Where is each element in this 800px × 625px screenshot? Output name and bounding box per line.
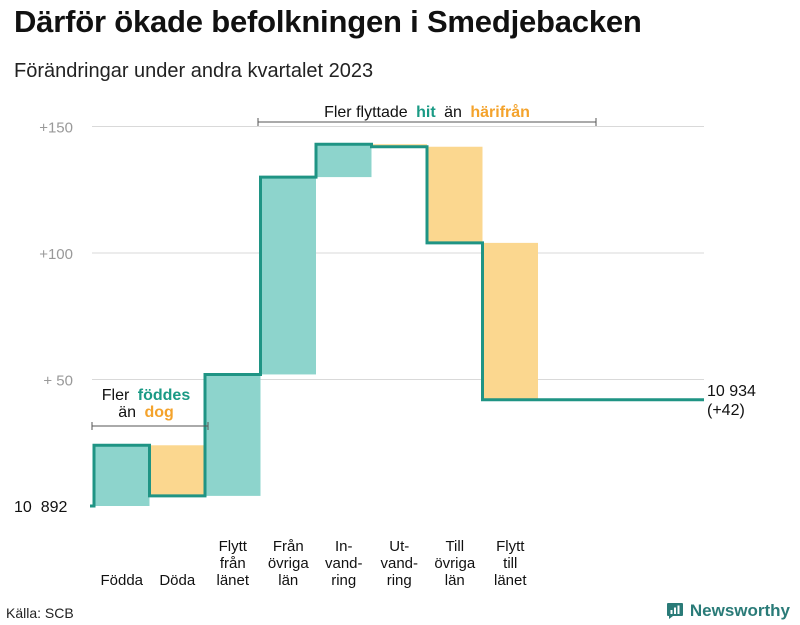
waterfall-bar bbox=[260, 177, 316, 375]
waterfall-bar bbox=[316, 144, 372, 178]
category-label-line: län bbox=[278, 572, 298, 589]
waterfall-bar bbox=[205, 374, 261, 496]
category-label-line: Döda bbox=[159, 572, 196, 589]
category-label: Födda bbox=[100, 572, 143, 589]
category-label-line: Flytt bbox=[496, 538, 525, 555]
category-label-line: län bbox=[445, 572, 465, 589]
category-label-line: Från bbox=[273, 538, 304, 555]
category-label-line: ring bbox=[387, 572, 412, 589]
category-label: Flytt till länet bbox=[494, 538, 527, 589]
brand-name: Newsworthy bbox=[689, 601, 790, 620]
waterfall-bar bbox=[94, 445, 150, 506]
natural-annotation-line1: Fler föddes bbox=[102, 387, 191, 404]
category-label: Från övriga län bbox=[268, 538, 310, 589]
cumulative-step-line bbox=[90, 142, 704, 508]
category-label: Flytt från länet bbox=[216, 538, 249, 589]
category-label-line: Födda bbox=[100, 572, 143, 589]
migration-hit: hit bbox=[416, 104, 436, 121]
start-value-label: 10 892 bbox=[14, 499, 67, 516]
newsworthy-logo-icon bbox=[666, 603, 683, 619]
category-label-line: Till bbox=[445, 538, 464, 555]
source-note: Källa: SCB bbox=[6, 605, 74, 621]
chart-subtitle: Förändringar under andra kvartalet 2023 bbox=[14, 60, 374, 82]
category-label-line: In- bbox=[335, 538, 353, 555]
natural-annotation-line2: än dog bbox=[118, 404, 174, 421]
y-tick-label: +100 bbox=[39, 246, 73, 263]
bar-layer bbox=[94, 144, 538, 506]
annotation-layer: Fler flyttade hit än härifrån Fler födde… bbox=[91, 103, 597, 430]
category-label-line: övriga bbox=[434, 555, 476, 572]
migration-prefix: Fler flyttade bbox=[324, 104, 408, 121]
line-layer bbox=[90, 142, 704, 508]
category-label-line: Ut- bbox=[389, 538, 409, 555]
waterfall-bar bbox=[149, 445, 205, 496]
migration-mid: än bbox=[444, 104, 462, 121]
category-label: Ut-vand-ring bbox=[380, 538, 418, 589]
category-label-line: ring bbox=[331, 572, 356, 589]
end-change-label: (+42) bbox=[707, 402, 745, 419]
grid-layer: + 50 +100 +150 bbox=[39, 120, 704, 390]
natural-fler: Fler bbox=[102, 387, 130, 404]
chart-title: Därför ökade befolkningen i Smedjebacken bbox=[14, 4, 642, 39]
category-label-line: vand- bbox=[380, 555, 418, 572]
natural-dog: dog bbox=[144, 404, 173, 421]
waterfall-bar bbox=[482, 242, 538, 400]
migration-annotation: Fler flyttade hit än härifrån bbox=[324, 103, 530, 121]
category-label-line: till bbox=[503, 555, 517, 572]
natural-an: än bbox=[118, 404, 136, 421]
category-label-line: länet bbox=[494, 572, 527, 589]
y-tick-label: +150 bbox=[39, 120, 73, 137]
category-label-line: från bbox=[220, 555, 246, 572]
brand-logo: Newsworthy bbox=[666, 601, 790, 621]
category-label: In-vand-ring bbox=[325, 538, 363, 589]
category-label: Till övriga län bbox=[434, 538, 476, 589]
category-label-line: länet bbox=[216, 572, 249, 589]
y-tick-label: + 50 bbox=[43, 373, 73, 390]
category-label-line: vand- bbox=[325, 555, 363, 572]
category-label: Döda bbox=[159, 572, 196, 589]
natural-foddes: föddes bbox=[138, 387, 191, 404]
migration-harifran: härifrån bbox=[470, 103, 530, 121]
waterfall-bar bbox=[427, 146, 483, 243]
category-label-line: Flytt bbox=[219, 538, 248, 555]
category-label-line: övriga bbox=[268, 555, 310, 572]
end-value-label: 10 934 bbox=[707, 383, 756, 400]
